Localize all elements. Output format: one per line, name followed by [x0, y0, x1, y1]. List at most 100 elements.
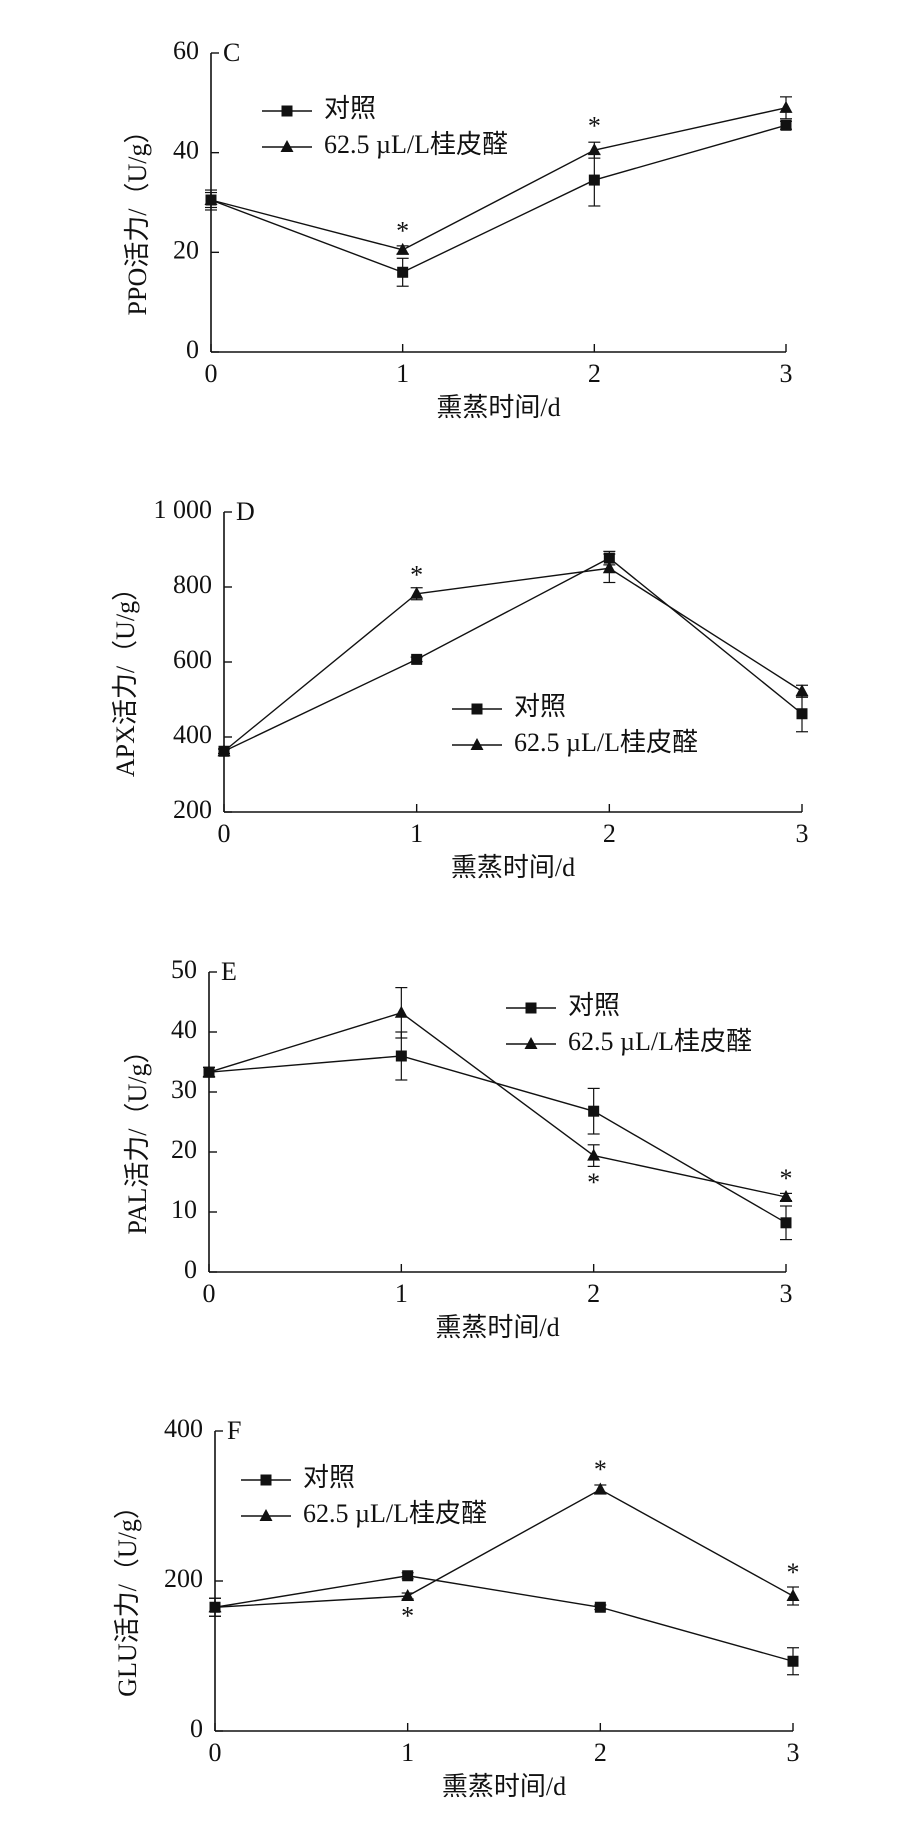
significance-asterisk: *: [594, 1455, 607, 1484]
series-line: [208, 1055, 787, 1224]
y-tick-label: 0: [190, 1714, 203, 1743]
x-tick-label: 2: [594, 1738, 607, 1767]
legend-label: 对照: [324, 94, 376, 123]
x-tick-label: 3: [780, 359, 793, 388]
y-tick-label: 400: [173, 720, 212, 749]
legend-square-marker: [260, 1474, 272, 1486]
chart-panel-d: 200 400 600 800 1 000 0 1 2 3 D 熏蒸时间/d APX活力/（U/g） *…: [111, 495, 809, 882]
legend-triangle-marker: [470, 738, 484, 750]
series-line: [214, 1575, 794, 1662]
triangle-marker: [208, 1600, 222, 1613]
x-tick-label: 3: [780, 1279, 793, 1308]
significance-asterisk: *: [410, 561, 423, 590]
series-triangle: [208, 1482, 800, 1617]
series-line: [210, 107, 787, 251]
y-tick-label: 30: [171, 1075, 197, 1104]
legend: 对照 62.5 µL/L桂皮醛: [506, 991, 752, 1056]
x-tick-label: 2: [588, 359, 601, 388]
triangle-marker: [593, 1482, 607, 1495]
legend-triangle-marker: [524, 1037, 538, 1049]
legend: 对照 62.5 µL/L桂皮醛: [452, 692, 698, 757]
significance-asterisk: *: [396, 216, 409, 245]
triangle-marker: [587, 1148, 601, 1161]
x-tick-label: 0: [205, 359, 218, 388]
triangle-marker: [401, 1589, 415, 1601]
y-tick-label: 20: [173, 235, 199, 264]
triangle-marker: [587, 143, 601, 156]
significance-asterisk: *: [587, 1168, 600, 1197]
square-marker: [402, 1570, 414, 1582]
series-triangle: [202, 986, 793, 1202]
chart-panel-c: 0 20 40 60 0 1 2 3 C 熏蒸时间/d PPO活力/（U/g） * * 对照 62.5 µL…: [123, 36, 793, 422]
y-tick-label: 800: [173, 570, 212, 599]
series-square: [218, 550, 808, 757]
significance-asterisk: *: [401, 1601, 414, 1630]
series-line: [210, 124, 787, 274]
x-tick-label: 1: [410, 819, 423, 848]
legend-triangle-marker: [280, 140, 294, 152]
x-axis-label: 熏蒸时间/d: [436, 393, 560, 422]
x-axis-label: 熏蒸时间/d: [435, 1313, 559, 1342]
x-tick-label: 0: [203, 1279, 216, 1308]
chart-panel-e: 0 10 20 30 40 50 0 1 2 3 E 熏蒸时间/d PAL活力/（U/g） * * 对照 62.…: [123, 955, 793, 1342]
triangle-marker: [779, 1190, 793, 1202]
y-axis-label: PAL活力/（U/g）: [123, 1038, 152, 1235]
legend-label: 对照: [514, 692, 566, 721]
chart-panel-f: 0 200 400 0 1 2 3 F 熏蒸时间/d GLU活力/（U/g） * * * 对照 62.5 µ…: [113, 1414, 800, 1801]
triangle-marker: [795, 684, 809, 697]
y-tick-label: 1 000: [154, 495, 213, 524]
triangle-marker: [779, 100, 793, 113]
triangle-marker: [602, 561, 616, 574]
square-marker: [588, 174, 600, 186]
panel-letter: F: [227, 1416, 241, 1445]
significance-asterisk: *: [780, 1164, 793, 1193]
legend-label: 62.5 µL/L桂皮醛: [514, 728, 698, 757]
legend: 对照 62.5 µL/L桂皮醛: [262, 94, 508, 159]
square-marker: [796, 708, 808, 720]
y-tick-label: 20: [171, 1135, 197, 1164]
x-tick-label: 1: [395, 1279, 408, 1308]
series-line: [208, 1012, 787, 1198]
y-axis-label: PPO活力/（U/g）: [123, 118, 152, 316]
series-line: [223, 567, 803, 752]
y-tick-label: 50: [171, 955, 197, 984]
significance-asterisk: *: [588, 112, 601, 141]
triangle-marker: [202, 1065, 216, 1078]
panel-letter: E: [221, 957, 237, 986]
y-tick-label: 0: [186, 335, 199, 364]
x-axis-label: 熏蒸时间/d: [451, 853, 575, 882]
y-axis-label: APX活力/（U/g）: [111, 575, 140, 777]
square-marker: [787, 1655, 799, 1667]
y-tick-label: 600: [173, 645, 212, 674]
legend-label: 62.5 µL/L桂皮醛: [324, 130, 508, 159]
x-tick-label: 0: [209, 1738, 222, 1767]
y-axis-label: GLU活力/（U/g）: [113, 1493, 142, 1697]
legend-label: 对照: [568, 991, 620, 1020]
legend-square-marker: [281, 105, 293, 117]
y-tick-label: 400: [164, 1414, 203, 1443]
legend: 对照 62.5 µL/L桂皮醛: [241, 1463, 487, 1528]
series-line: [223, 557, 803, 752]
y-tick-label: 0: [184, 1255, 197, 1284]
square-marker: [588, 1105, 600, 1117]
square-marker: [397, 266, 409, 278]
y-tick-label: 60: [173, 36, 199, 65]
x-tick-label: 3: [787, 1738, 800, 1767]
panel-letter: D: [236, 497, 255, 526]
x-tick-label: 1: [401, 1738, 414, 1767]
x-tick-label: 2: [603, 819, 616, 848]
series-line: [214, 1488, 794, 1608]
square-marker: [780, 1217, 792, 1229]
significance-asterisk: *: [787, 1558, 800, 1587]
square-marker: [411, 653, 423, 665]
legend-square-marker: [471, 703, 483, 715]
series-triangle: [217, 553, 809, 757]
y-tick-label: 200: [164, 1564, 203, 1593]
legend-label: 62.5 µL/L桂皮醛: [303, 1499, 487, 1528]
triangle-marker: [394, 1005, 408, 1018]
series-triangle: [204, 96, 793, 255]
legend-label: 62.5 µL/L桂皮醛: [568, 1027, 752, 1056]
y-tick-label: 40: [171, 1015, 197, 1044]
x-tick-label: 2: [587, 1279, 600, 1308]
